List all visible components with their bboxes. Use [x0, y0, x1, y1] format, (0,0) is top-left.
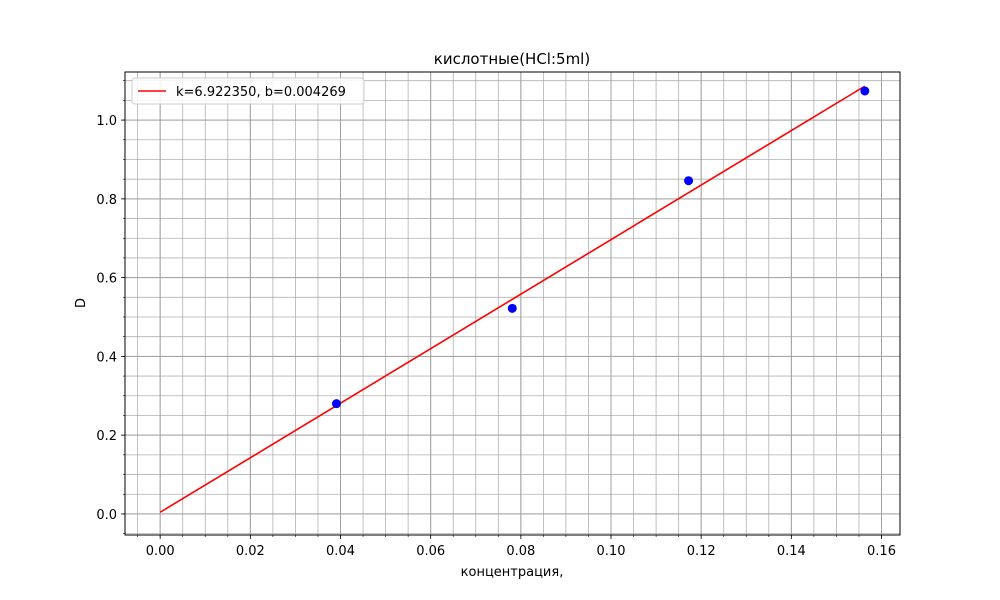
- data-point: [860, 86, 870, 96]
- x-tick-label: 0.06: [416, 544, 445, 559]
- x-axis-ticks: 0.00 0.02 0.04 0.06 0.08 0.10 0.12 0.14 0.16: [137, 535, 896, 559]
- fit-line: [159, 85, 866, 513]
- major-grid: [125, 72, 900, 535]
- plot-frame: [124, 71, 901, 536]
- y-tick-label: 0.8: [96, 193, 117, 208]
- x-tick-label: 0.10: [597, 544, 626, 559]
- y-tick-label: 0.6: [96, 272, 117, 287]
- chart-title: кислотные(HCl:5ml): [434, 50, 590, 68]
- y-axis-title: D: [74, 298, 89, 308]
- y-tick-label: 0.2: [96, 429, 117, 444]
- data-points-layer: [331, 86, 870, 409]
- x-tick-label: 0.12: [687, 544, 716, 559]
- x-tick-label: 0.14: [777, 544, 806, 559]
- legend-box: [131, 77, 365, 105]
- legend-label-fit-line: k=6.922350, b=0.004269: [176, 85, 346, 100]
- x-tick-label: 0.08: [506, 544, 535, 559]
- y-tick-label: 0.4: [96, 350, 117, 365]
- y-tick-label: 0.0: [96, 508, 117, 523]
- y-axis-ticks: 0.0 0.2 0.4 0.6 0.8 1.0: [96, 80, 125, 534]
- x-tick-label: 0.16: [867, 544, 896, 559]
- legend: k=6.922350, b=0.004269: [131, 77, 365, 105]
- x-axis-title: концентрация,: [461, 565, 564, 580]
- data-point: [507, 303, 517, 313]
- data-point: [684, 176, 694, 186]
- x-tick-label: 0.02: [236, 544, 265, 559]
- x-tick-label: 0.00: [146, 544, 175, 559]
- fit-line-layer: [159, 85, 866, 513]
- y-tick-label: 1.0: [96, 114, 117, 129]
- data-point: [331, 399, 341, 409]
- x-tick-label: 0.04: [326, 544, 355, 559]
